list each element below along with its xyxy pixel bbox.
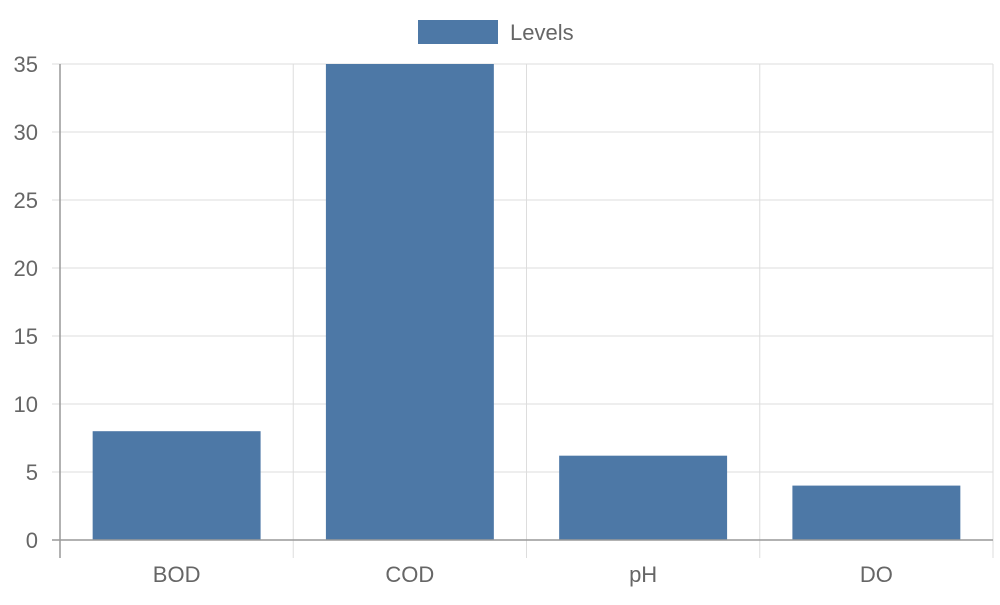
x-tick-label: DO bbox=[860, 562, 893, 587]
y-tick-label: 35 bbox=[14, 52, 38, 77]
y-tick-label: 20 bbox=[14, 256, 38, 281]
bar-do[interactable] bbox=[792, 485, 961, 540]
bar-bod[interactable] bbox=[92, 431, 261, 540]
bar-ph[interactable] bbox=[559, 455, 728, 540]
y-tick-label: 5 bbox=[26, 460, 38, 485]
y-tick-label: 30 bbox=[14, 120, 38, 145]
y-tick-label: 10 bbox=[14, 392, 38, 417]
bar-cod[interactable] bbox=[325, 64, 494, 540]
bars bbox=[92, 64, 961, 540]
y-tick-label: 15 bbox=[14, 324, 38, 349]
x-tick-label: pH bbox=[629, 562, 657, 587]
y-tick-label: 25 bbox=[14, 188, 38, 213]
legend[interactable]: Levels bbox=[418, 20, 574, 45]
x-axis-tick-labels: BOD COD pH DO bbox=[153, 562, 893, 587]
legend-label[interactable]: Levels bbox=[510, 20, 574, 45]
y-tick-label: 0 bbox=[26, 528, 38, 553]
x-tick-label: COD bbox=[385, 562, 434, 587]
legend-swatch[interactable] bbox=[418, 20, 498, 44]
axes bbox=[52, 63, 993, 558]
y-axis-tick-labels: 0 5 10 15 20 25 30 35 bbox=[14, 52, 38, 553]
x-tick-label: BOD bbox=[153, 562, 201, 587]
grid bbox=[60, 63, 994, 558]
